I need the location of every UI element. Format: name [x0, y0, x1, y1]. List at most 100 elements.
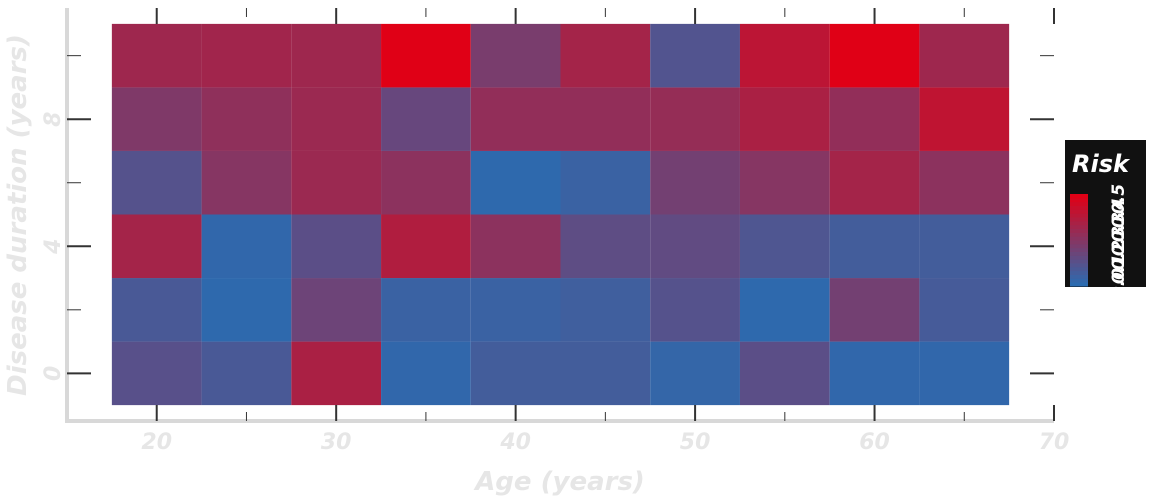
heatmap-cell	[381, 341, 471, 406]
heatmap-cell	[560, 87, 651, 151]
heatmap-cell	[650, 87, 740, 151]
heatmap-cell	[829, 341, 920, 406]
heatmap-cell	[919, 341, 1010, 406]
colorbar-step	[1070, 243, 1088, 249]
colorbar-tick-label: 0.0	[1109, 268, 1129, 298]
colorbar-step	[1070, 270, 1088, 275]
y-axis-label: Disease duration (years)	[3, 34, 33, 396]
colorbar-step	[1070, 247, 1088, 252]
x-axis: 20 30 40 50 60 70	[141, 8, 1069, 455]
heatmap-cell	[291, 150, 382, 215]
heatmap-cell	[111, 341, 202, 406]
heatmap-cell	[381, 23, 471, 88]
heatmap-cell	[111, 150, 202, 215]
heatmap-cell	[560, 150, 651, 215]
colorbar-step	[1070, 255, 1088, 260]
x-tick-label: 30	[321, 430, 352, 455]
heatmap-cell	[919, 23, 1010, 88]
colorbar-step	[1070, 240, 1088, 245]
heatmap-cell	[291, 341, 382, 406]
heatmap-cell	[739, 150, 830, 215]
colorbar-ticks: 0.00.10.20.30.30.40.5	[1109, 184, 1129, 298]
heatmap-cell	[829, 23, 920, 88]
colorbar-tick-label: 0.1	[1109, 254, 1129, 284]
x-tick-label: 70	[1039, 430, 1070, 455]
heatmap-cell	[470, 87, 561, 151]
heatmap-cell	[201, 341, 292, 406]
colorbar-step	[1070, 266, 1088, 272]
colorbar-tick-label: 0.5	[1109, 184, 1129, 214]
heatmap-cell	[201, 214, 292, 279]
heatmap-cell	[829, 214, 920, 279]
heatmap-cell	[201, 23, 292, 88]
colorbar-ramp	[1070, 194, 1088, 287]
heatmap-cell	[111, 87, 202, 151]
colorbar-step	[1070, 224, 1088, 229]
heatmap-cell	[381, 214, 471, 279]
heatmap-cell	[291, 23, 382, 88]
colorbar-step	[1070, 236, 1088, 241]
heatmap-cell	[291, 214, 382, 279]
y-tick-label: 4	[41, 239, 66, 255]
heatmap-cell	[381, 87, 471, 151]
x-tick-label: 20	[141, 430, 172, 455]
heatmap-cell	[829, 150, 920, 215]
colorbar-step	[1070, 205, 1088, 210]
heatmap-cell	[111, 214, 202, 279]
heatmap-cell	[291, 278, 382, 342]
heatmap-cell	[560, 214, 651, 279]
heatmap-cell	[829, 278, 920, 342]
x-axis-label: Age (years)	[473, 467, 645, 497]
heatmap-cell	[201, 150, 292, 215]
heatmap-cell	[739, 87, 830, 151]
heatmap-cell	[650, 341, 740, 406]
heatmap-cell	[381, 150, 471, 215]
heatmap-cell	[560, 23, 651, 88]
colorbar-step	[1070, 201, 1088, 206]
heatmap-cell	[560, 341, 651, 406]
heatmap-cell	[470, 214, 561, 279]
colorbar-step	[1070, 282, 1088, 287]
heatmap-cell	[919, 150, 1010, 215]
heatmap-cell	[739, 214, 830, 279]
colorbar-step	[1070, 259, 1088, 264]
heatmap-cell	[470, 278, 561, 342]
heatmap-cell	[739, 341, 830, 406]
heatmap-cell	[470, 150, 561, 215]
colorbar-step	[1070, 274, 1088, 279]
heatmap-cell	[650, 23, 740, 88]
y-tick-label: 0	[41, 366, 66, 381]
heatmap-cell	[919, 214, 1010, 279]
heatmap-cell	[291, 87, 382, 151]
y-axis: 0 4 8	[41, 55, 1054, 381]
colorbar-tick-label: 0.3	[1109, 212, 1129, 242]
heatmap-cell	[201, 278, 292, 342]
colorbar-step	[1070, 194, 1088, 199]
heatmap-cell	[470, 23, 561, 88]
y-tick-label: 8	[41, 112, 66, 127]
heatmap-cell	[739, 23, 830, 88]
heatmap-cell	[381, 278, 471, 342]
colorbar-step	[1070, 263, 1088, 268]
colorbar-tick-label: 0.2	[1109, 240, 1129, 270]
heatmap-cell	[111, 278, 202, 342]
colorbar: Risk 0.00.10.20.30.30.40.5	[1065, 140, 1146, 298]
heatmap-cell	[470, 341, 561, 406]
colorbar-step	[1070, 278, 1088, 283]
colorbar-step	[1070, 251, 1088, 256]
heatmap-cell	[919, 87, 1010, 151]
heatmap-cell	[560, 278, 651, 342]
x-tick-label: 50	[680, 430, 711, 455]
heatmap-cells	[111, 23, 1010, 406]
heatmap-cell	[650, 150, 740, 215]
colorbar-step	[1070, 232, 1088, 237]
colorbar-step	[1070, 220, 1088, 226]
x-tick-label: 60	[859, 430, 890, 455]
colorbar-tick-label: 0.4	[1109, 198, 1129, 228]
colorbar-title: Risk	[1072, 150, 1131, 178]
heatmap-cell	[829, 87, 920, 151]
colorbar-step	[1070, 217, 1088, 222]
heatmap-cell	[739, 278, 830, 342]
colorbar-step	[1070, 213, 1088, 218]
